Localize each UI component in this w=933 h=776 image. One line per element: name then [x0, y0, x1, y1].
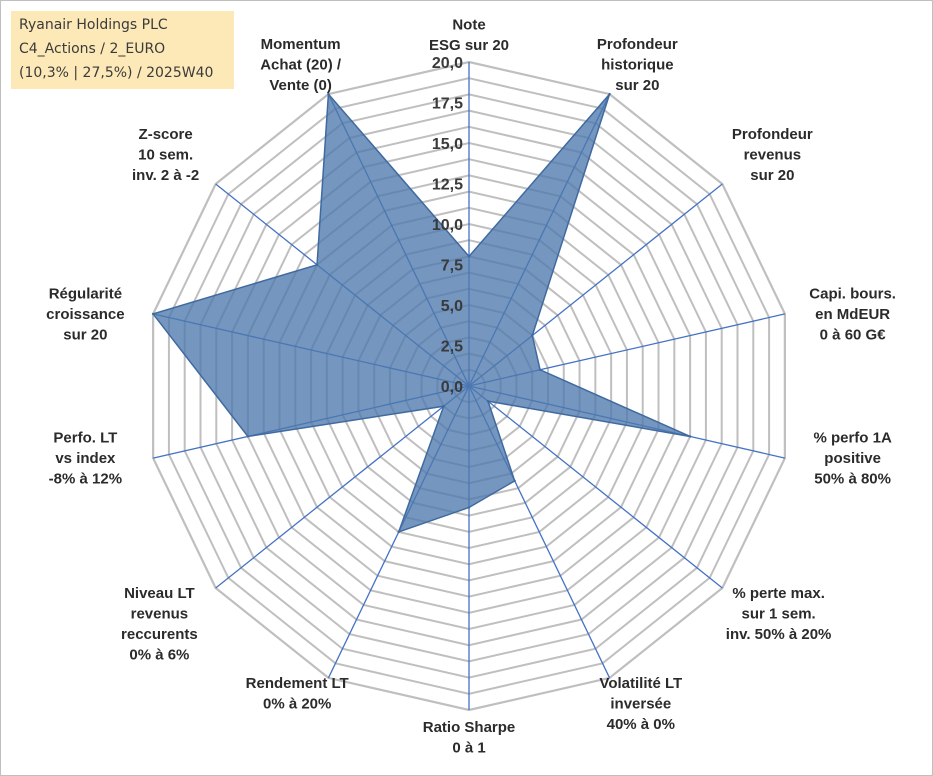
radar-axis-label-line: Ratio Sharpe: [423, 719, 516, 736]
radar-data-point: [151, 312, 155, 316]
radar-axis-label: % perfo 1A positive 50% à 80%: [813, 430, 892, 488]
radar-axis-label: Régularité croissance sur 20: [46, 285, 124, 343]
radar-axis-label-line: 0% à 20%: [263, 695, 331, 712]
radar-axis-label: Profondeur revenus sur 20: [732, 126, 813, 184]
radar-axis-label-line: Volatilité LT: [599, 675, 682, 692]
radar-axis-label-line: Rendement LT: [246, 675, 349, 692]
radar-axis-label-line: 40% à 0%: [607, 716, 675, 733]
radar-data-point: [442, 405, 445, 408]
radar-axis-label-line: en MdEUR: [815, 306, 890, 323]
radar-axis-label-line: sur 20: [615, 77, 659, 94]
chart-title-line: Ryanair Holdings PLC: [19, 17, 168, 33]
radar-data-point: [513, 479, 516, 483]
radar-data-point: [531, 334, 534, 337]
radar-axis-label-line: inv. 2 à -2: [132, 167, 199, 184]
radar-axis-label-line: croissance: [46, 306, 124, 323]
radar-data-point: [608, 92, 611, 96]
radar-axis-label-line: 0% à 6%: [129, 647, 189, 664]
chart-title-box: Ryanair Holdings PLC C4_Actions / 2_EURO…: [11, 11, 234, 89]
radar-axis-label-line: 0 à 1: [452, 740, 485, 757]
radar-axis-label-line: sur 20: [750, 167, 794, 184]
radar-data-point: [397, 530, 400, 534]
radar-axis-label: Note ESG sur 20: [429, 17, 509, 55]
chart-title-line: (10,3% | 27,5%) / 2025W40: [19, 65, 214, 81]
radar-tick-label: 15,0: [432, 136, 463, 153]
radar-axis-label: Rendement LT 0% à 20%: [246, 675, 349, 713]
radar-data-point: [538, 368, 542, 371]
radar-axis-label: Momentum Achat (20) / Vente (0): [260, 36, 342, 94]
radar-axis-label-line: Profondeur: [732, 126, 813, 143]
radar-data-point: [327, 92, 330, 96]
radar-axis-label-line: sur 20: [63, 326, 107, 343]
radar-data-point: [486, 399, 490, 403]
radar-tick-label: 2,5: [441, 339, 463, 356]
radar-tick-label: 0,0: [441, 379, 463, 396]
radar-tick-label: 7,5: [441, 258, 463, 275]
radar-axis-label-line: 50% à 80%: [814, 471, 891, 488]
radar-axis-label: Z-score 10 sem. inv. 2 à -2: [132, 126, 199, 184]
radar-tick-label: 20,0: [432, 55, 463, 72]
radar-data-point: [467, 506, 471, 509]
radar-axis-label-line: positive: [824, 450, 881, 467]
radar-axis-label: % perte max. sur 1 sem. inv. 50% à 20%: [726, 585, 832, 643]
radar-axis-label-line: Vente (0): [269, 77, 332, 94]
radar-axis-label-line: Z-score: [139, 126, 193, 143]
radar-axis-label-line: revenus: [131, 606, 189, 623]
radar-axis-label: Volatilité LT inversée 40% à 0%: [599, 675, 682, 733]
radar-data-point: [246, 435, 250, 438]
radar-axis-label: Profondeur historique sur 20: [597, 36, 678, 94]
radar-axis-label: Capi. bours. en MdEUR 0 à 60 G€: [809, 285, 896, 343]
radar-series: [151, 92, 692, 534]
radar-axis-label-line: 0 à 60 G€: [820, 326, 887, 343]
radar-tick-label: 10,0: [432, 217, 463, 234]
radar-spoke: [468, 385, 723, 589]
radar-tick-labels: 0,0 2,5 5,0 7,5 10,0 12,5 15,0 17,5 20,0: [432, 55, 463, 396]
radar-tick-label: 12,5: [432, 177, 463, 194]
radar-tick-label: 17,5: [432, 96, 463, 113]
radar-data-point: [315, 263, 319, 266]
radar-axis-label: Niveau LT revenus reccurents 0% à 6%: [121, 585, 198, 664]
radar-axis-label-line: Niveau LT: [124, 585, 195, 602]
radar-axis-label: Perfo. LT vs index -8% à 12%: [49, 430, 122, 488]
radar-axis-label-line: ESG sur 20: [429, 37, 509, 54]
radar-axis-label-line: -8% à 12%: [49, 471, 122, 488]
radar-axis-label-line: revenus: [744, 146, 802, 163]
radar-axis-label-line: reccurents: [121, 626, 198, 643]
radar-axis-label-line: Régularité: [49, 285, 122, 302]
radar-axis-label: Ratio Sharpe 0 à 1: [423, 719, 516, 757]
radar-axis-label-line: Note: [452, 17, 485, 34]
radar-axis-label-line: Momentum: [261, 36, 341, 53]
radar-axis-label-line: % perte max.: [732, 585, 825, 602]
radar-axis-label-line: vs index: [55, 450, 116, 467]
radar-axis-label-line: historique: [601, 57, 674, 74]
radar-axis-label-line: Capi. bours.: [809, 285, 896, 302]
radar-axis-label-line: % perfo 1A: [813, 430, 892, 447]
radar-data-point: [467, 255, 471, 258]
radar-axis-label-line: sur 1 sem.: [741, 606, 815, 623]
radar-axis-labels: Note ESG sur 20 Profondeur historique sur 20…: [46, 17, 896, 757]
radar-axis-label-line: inv. 50% à 20%: [726, 626, 832, 643]
radar-data-point: [688, 435, 692, 438]
radar-tick-label: 5,0: [441, 298, 463, 315]
chart-title-line: C4_Actions / 2_EURO: [19, 41, 166, 57]
radar-axis-label-line: Perfo. LT: [53, 430, 117, 447]
radar-axis-label-line: inversée: [610, 695, 671, 712]
radar-axis-label-line: Profondeur: [597, 36, 678, 53]
radar-spoke: [215, 385, 470, 589]
radar-axis-label-line: Achat (20) /: [260, 57, 342, 74]
radar-axis-label-line: 10 sem.: [138, 146, 193, 163]
